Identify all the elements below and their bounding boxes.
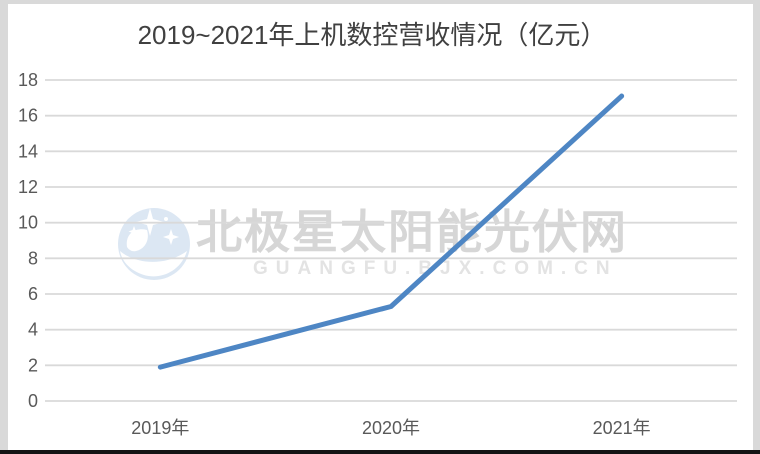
bjx-sparkle-logo-icon — [118, 208, 190, 280]
x-tick-label: 2020年 — [362, 418, 420, 438]
y-tick-label: 8 — [28, 248, 38, 268]
y-tick-label: 4 — [28, 320, 38, 340]
revenue-line — [157, 93, 625, 370]
y-tick-label: 16 — [18, 106, 38, 126]
frame-left — [0, 0, 8, 450]
y-axis-labels: 0 2 4 6 8 10 12 14 16 18 — [18, 70, 38, 411]
y-tick-label: 0 — [28, 391, 38, 411]
y-tick-label: 6 — [28, 284, 38, 304]
frame-top — [0, 0, 760, 4]
y-tick-label: 14 — [18, 141, 38, 161]
y-tick-label: 10 — [18, 213, 38, 233]
frame-right — [753, 0, 760, 450]
chart-title: 2019~2021年上机数控营收情况（亿元） — [138, 20, 607, 50]
x-tick-label: 2021年 — [593, 418, 651, 438]
y-tick-label: 18 — [18, 70, 38, 90]
y-tick-label: 12 — [18, 177, 38, 197]
gridlines — [45, 79, 737, 402]
bottom-bar — [0, 450, 760, 454]
watermark-text: 北极星太阳能光伏网 — [196, 206, 628, 258]
x-axis-labels: 2019年 2020年 2021年 — [131, 418, 650, 438]
x-tick-label: 2019年 — [131, 418, 189, 438]
y-tick-label: 2 — [28, 355, 38, 375]
